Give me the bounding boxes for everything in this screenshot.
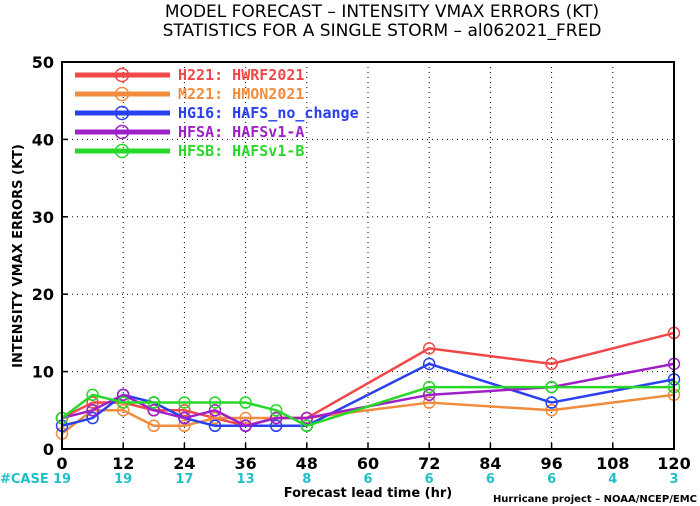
data-point [239,411,252,425]
case-count: 19 [53,472,71,487]
case-count: 17 [175,472,193,487]
y-tick-label: 50 [32,53,54,72]
data-point [86,404,99,417]
data-point [208,419,222,433]
y-tick-label: 30 [32,208,54,227]
x-tick-label: 96 [540,454,562,473]
case-count: 6 [547,472,556,487]
data-point [208,396,222,409]
x-tick-label: 0 [56,454,67,473]
case-count: 19 [114,472,132,487]
data-point [239,396,252,409]
plot-frame [61,61,675,450]
data-point [269,411,283,425]
x-tick-label: 60 [357,454,379,473]
data-point [116,404,130,417]
case-count: 4 [608,472,617,487]
data-point [545,380,558,394]
data-point [147,404,161,417]
data-point [239,419,252,433]
legend-marker [114,86,130,102]
data-point [422,342,436,355]
data-point [208,404,222,417]
x-tick-label: 12 [112,454,134,473]
data-point [86,388,99,402]
data-point [545,404,558,417]
legend-label: HG16: HAFS_no_change [178,104,359,122]
data-point [116,396,130,409]
credit-text: Hurricane project – NOAA/NCEP/EMC [493,494,697,505]
legend-label: H221: HWRF2021 [178,66,304,84]
series-3 [55,357,681,433]
legend-entry-2: M221: HMON2021 [75,85,304,103]
y-tick-label: 40 [32,130,54,149]
data-point [300,419,314,433]
y-tick-label: 10 [32,363,54,382]
data-point [269,419,283,433]
axis-ticks: 0 12 24 36 48 60 72 84 96 108 120 0 10 20 30 40 50 [32,53,691,473]
data-point [178,419,191,433]
data-point [422,357,436,371]
chart-title-line-2: STATISTICS FOR A SINGLE STORM – al062021… [163,21,602,41]
y-tick-label: 20 [32,285,54,304]
case-count: 3 [669,472,678,487]
data-point [178,411,191,425]
data-point [545,357,558,371]
x-tick-label: 72 [418,454,440,473]
data-point [178,396,191,409]
x-tick-label: 36 [234,454,256,473]
legend-marker [114,143,130,159]
x-tick-label: 24 [173,454,195,473]
data-point [300,411,314,425]
x-axis-label: Forecast lead time (hr) [284,486,452,501]
chart-title-line-1: MODEL FORECAST – INTENSITY VMAX ERRORS (… [165,2,599,22]
x-tick-label: 108 [596,454,629,473]
case-count: 6 [486,472,495,487]
case-counts: 19 19 17 13 8 6 6 6 6 4 3 [53,472,679,487]
data-point [545,396,558,409]
data-point [116,388,130,402]
series-layer [55,326,681,440]
y-tick-label: 0 [43,440,54,459]
legend-label: HFSA: HAFSv1-A [178,123,304,141]
data-point [86,411,99,425]
data-point [422,396,436,409]
legend-label: M221: HMON2021 [178,85,304,103]
legend-entry-4: HFSA: HAFSv1-A [75,123,304,141]
case-count: 6 [425,472,434,487]
series-line [61,331,675,428]
data-point [422,388,436,402]
case-count: 8 [302,472,311,487]
x-tick-label: 84 [479,454,501,473]
data-point [178,404,191,417]
legend-label: HFSB: HAFSv1-B [178,142,304,160]
legend-marker [114,105,130,121]
grid-lines [62,62,674,449]
case-count: 13 [237,472,255,487]
legend-entry-3: HG16: HAFS_no_change [75,104,359,122]
y-axis-label: INTENSITY VMAX ERRORS (KT) [11,144,26,368]
x-tick-label: 48 [296,454,318,473]
legend-entry-1: H221: HWRF2021 [75,66,304,84]
data-point [147,396,161,409]
legend-entry-5: HFSB: HAFSv1-B [75,142,304,160]
case-count: 6 [363,472,372,487]
data-point [422,380,436,394]
data-point [269,404,283,417]
legend-marker [114,124,130,140]
x-tick-label: 120 [657,454,690,473]
data-point [86,396,99,409]
data-point [147,419,161,433]
case-count-label: #CASE [0,472,49,487]
data-point [208,411,222,425]
legend-marker [114,67,130,83]
